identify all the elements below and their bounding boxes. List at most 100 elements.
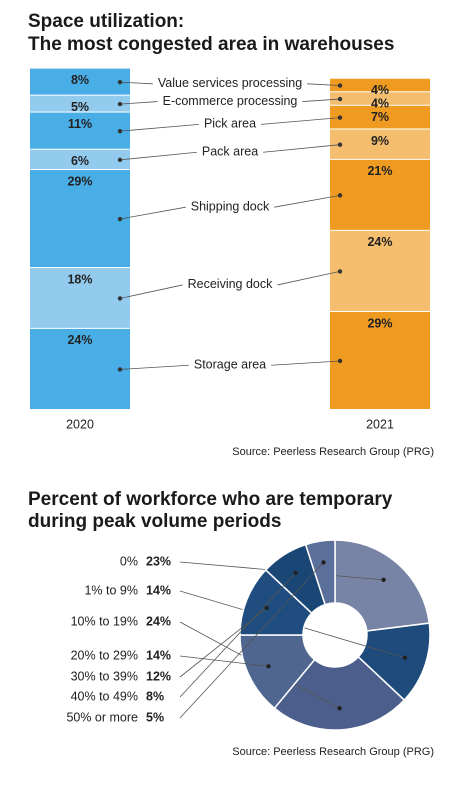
value-label: 14% [146, 648, 171, 662]
leader-line [271, 360, 341, 366]
dot [337, 83, 343, 88]
legend-label: Pack area [202, 145, 258, 159]
value-label: 4% [371, 97, 389, 111]
bar-segment [30, 170, 130, 268]
dot [117, 79, 123, 85]
value-label: 8% [71, 73, 89, 87]
donut-slice [239, 634, 316, 710]
dot [117, 367, 123, 372]
dot [117, 296, 123, 301]
value-label: 12% [146, 669, 171, 683]
donut-slice [273, 655, 406, 731]
dot [381, 577, 386, 583]
leader-line [274, 194, 341, 208]
donut-slice [304, 539, 336, 606]
dot [337, 706, 342, 711]
dot [117, 157, 123, 163]
dot [321, 560, 326, 565]
category-label: 1% to 9% [84, 583, 138, 597]
category-label: 40% to 49% [71, 689, 138, 703]
chart-title: Percent of workforce who are temporary [28, 489, 393, 510]
value-label: 11% [68, 117, 92, 131]
category-label: 30% to 39% [71, 669, 138, 683]
leader-line [119, 123, 199, 132]
leader-line [119, 206, 186, 220]
x-tick-label: 2020 [66, 417, 94, 431]
legend-label: E-commerce processing [163, 94, 298, 108]
leader-line [261, 117, 341, 125]
value-label: 5% [146, 710, 164, 724]
source: Source: Peerless Research Group (PRG) [232, 746, 434, 758]
dot [337, 142, 343, 147]
value-label: 24% [367, 235, 392, 249]
legend-label: Value services processing [158, 76, 302, 90]
bar-segment [330, 129, 430, 159]
value-label: 21% [367, 164, 392, 178]
leader-line [119, 364, 189, 370]
dot [293, 570, 298, 576]
leader-line [119, 284, 183, 299]
legend-label: Shipping dock [191, 199, 270, 213]
value-label: 9% [371, 134, 389, 148]
bar-segment [330, 92, 430, 105]
value-label: 29% [67, 174, 92, 188]
source: Source: Peerless Research Group (PRG) [232, 446, 434, 458]
dot [337, 269, 343, 274]
chart-title: during peak volume periods [28, 511, 281, 532]
value-label: 7% [371, 110, 389, 124]
leader-line [179, 655, 269, 667]
dot [264, 605, 269, 611]
leader-line [307, 83, 341, 86]
value-label: 14% [146, 583, 171, 597]
category-label: 50% or more [66, 710, 138, 724]
leader-line [119, 81, 153, 85]
bar-segment [30, 328, 130, 409]
value-label: 24% [67, 333, 92, 347]
leader-line [119, 151, 197, 161]
bar-segment [30, 112, 130, 149]
dot [402, 655, 408, 660]
legend-label: Storage area [194, 358, 266, 372]
bar-segment [30, 68, 130, 95]
value-label: 23% [146, 554, 171, 568]
leader-line [302, 98, 341, 102]
legend-label: Pick area [204, 117, 256, 131]
dot [117, 216, 123, 222]
bar-segment [330, 159, 430, 230]
dot [117, 128, 123, 134]
value-label: 29% [367, 316, 392, 330]
dot [266, 664, 271, 669]
value-label: 5% [71, 100, 89, 114]
category-label: 0% [120, 554, 138, 568]
bar-segment [330, 105, 430, 129]
leader-line [277, 271, 341, 286]
bar-segment [330, 78, 430, 92]
leader-line [179, 562, 324, 719]
dot [337, 193, 343, 198]
x-tick-label: 2021 [366, 417, 394, 431]
chart-title: Space utilization: [28, 11, 184, 32]
value-label: 4% [371, 83, 389, 97]
donut-slice [357, 622, 431, 702]
bar-segment [330, 230, 430, 311]
leader-line [263, 144, 341, 153]
dot [117, 101, 123, 107]
value-label: 8% [146, 689, 164, 703]
legend-label: Receiving dock [188, 277, 274, 291]
leader-line [119, 101, 158, 105]
category-label: 20% to 29% [71, 648, 138, 662]
bar-segment [30, 95, 130, 112]
dot [337, 96, 343, 102]
chart-title: The most congested area in warehouses [28, 34, 394, 55]
bar-segment [30, 268, 130, 328]
value-label: 6% [71, 154, 89, 168]
leader-line [179, 572, 296, 698]
donut-slice [334, 539, 431, 632]
bar-segment [330, 311, 430, 409]
dot [337, 115, 343, 120]
dot [337, 358, 343, 364]
value-label: 24% [146, 614, 171, 628]
value-label: 18% [67, 272, 92, 286]
bar-segment [30, 149, 130, 170]
